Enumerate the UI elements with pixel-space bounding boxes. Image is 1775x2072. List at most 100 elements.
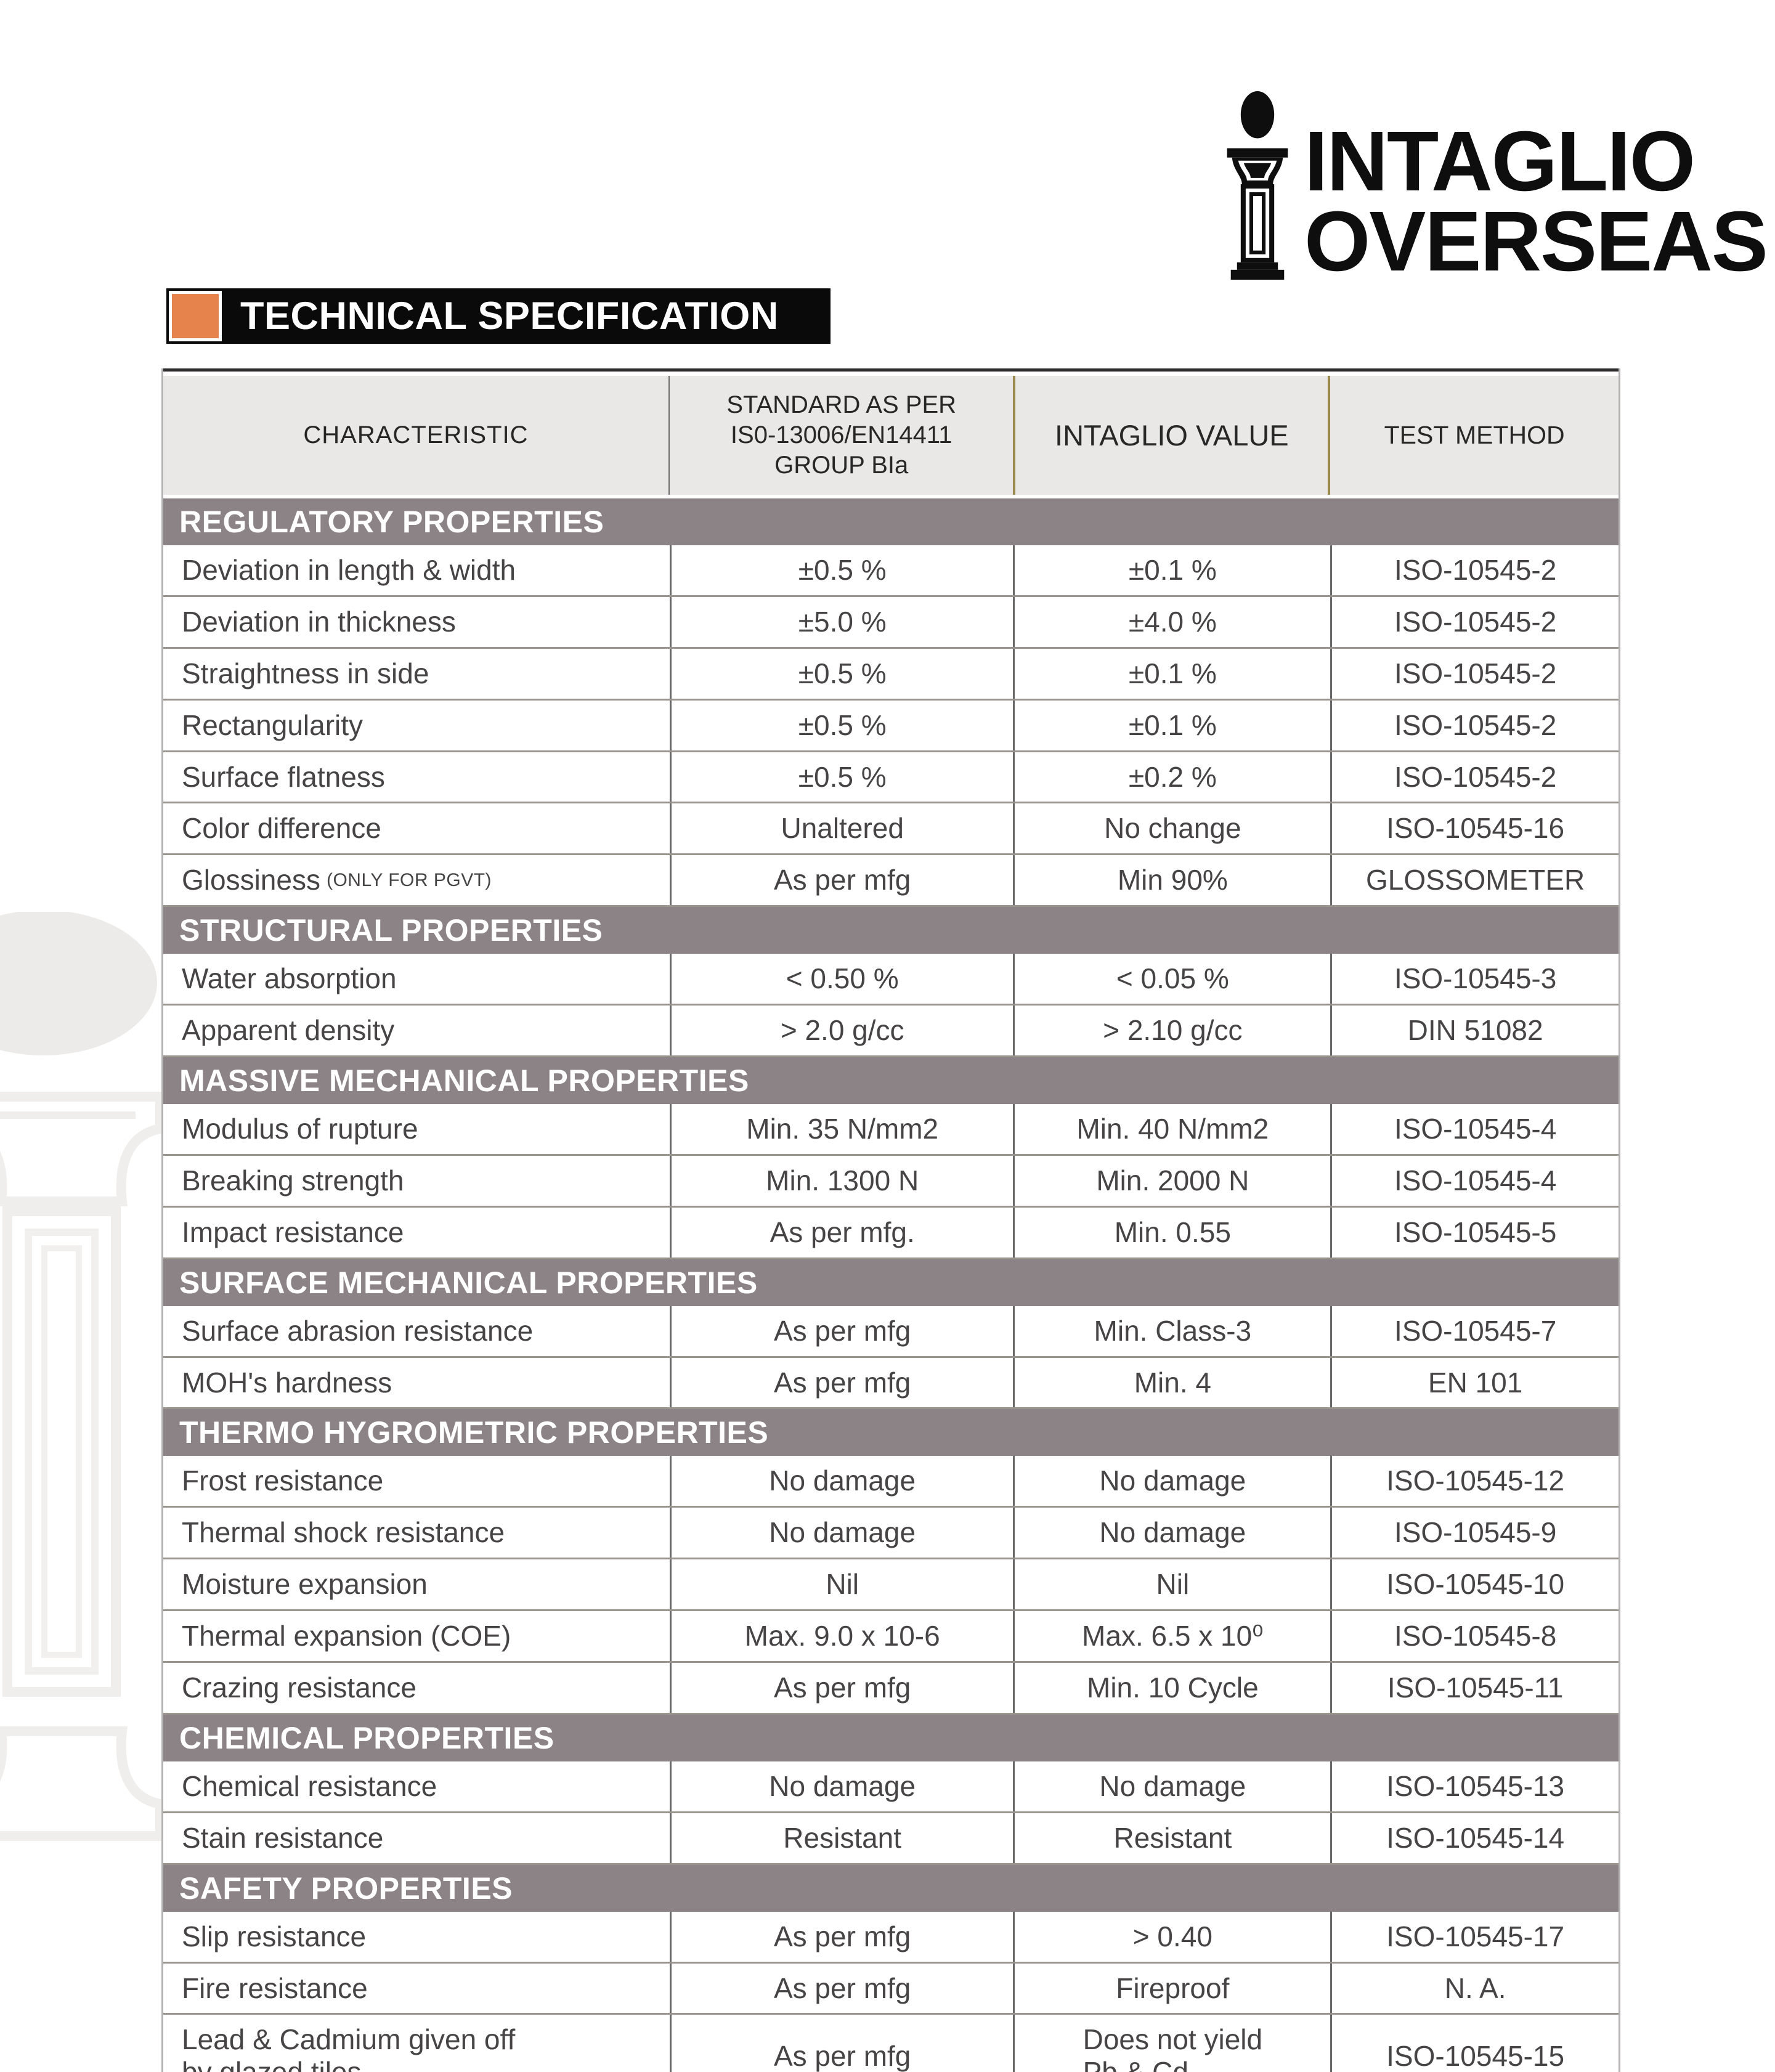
brand-name-line1: INTAGLIO <box>1304 114 1696 209</box>
col-header-characteristic: CHARACTERISTIC <box>163 376 670 495</box>
cell-intaglio-value: > 2.10 g/cc <box>1013 1006 1330 1056</box>
cell-test-method: ISO-10545-2 <box>1330 648 1619 699</box>
table-row: Thermal expansion (COE) Max. 9.0 x 10-6 … <box>163 1611 1619 1664</box>
cell-test-method: ISO-10545-2 <box>1330 700 1619 750</box>
cell-intaglio-value: Min. 40 N/mm2 <box>1013 1104 1330 1154</box>
cell-characteristic: Surface abrasion resistance <box>182 1314 534 1347</box>
col-header-standard-line3: GROUP BIa <box>774 451 909 479</box>
table-row: Frost resistance No damage No damage ISO… <box>163 1456 1619 1508</box>
cell-intaglio-value: Min 90% <box>1013 855 1330 906</box>
cell-standard: ±0.5 % <box>669 700 1013 750</box>
table-row: Chemical resistance No damage No damage … <box>163 1761 1619 1813</box>
table-row: Water absorption < 0.50 % < 0.05 % ISO-1… <box>163 954 1619 1006</box>
section-header-label: MASSIVE MECHANICAL PROPERTIES <box>179 1063 749 1099</box>
table-header-row: CHARACTERISTIC STANDARD AS PER IS0-13006… <box>163 368 1619 495</box>
cell-intaglio-value: Nil <box>1013 1559 1330 1610</box>
cell-standard: Unaltered <box>669 803 1013 854</box>
cell-standard: ±5.0 % <box>669 596 1013 647</box>
cell-intaglio-value: ±0.2 % <box>1013 752 1330 802</box>
table-row: Lead & Cadmium given off by glazed tiles… <box>163 2015 1619 2072</box>
cell-standard: As per mfg. <box>669 1207 1013 1257</box>
section-header-label: SAFETY PROPERTIES <box>179 1871 513 1906</box>
cell-standard: Max. 9.0 x 10-6 <box>669 1611 1013 1662</box>
cell-characteristic: Surface flatness <box>182 760 385 793</box>
cell-characteristic: Impact resistance <box>182 1216 404 1248</box>
table-row: Fire resistance As per mfg Fireproof N. … <box>163 1963 1619 2015</box>
cell-characteristic: Color difference <box>182 812 381 845</box>
section-header-label: STRUCTURAL PROPERTIES <box>179 913 603 948</box>
table-body: REGULATORY PROPERTIES Deviation in lengt… <box>163 498 1619 2072</box>
table-row: MOH's hardness As per mfg Min. 4 EN 101 <box>163 1357 1619 1410</box>
section-title-bar: TECHNICAL SPECIFICATION <box>166 288 831 344</box>
cell-intaglio-value: Min. 10 Cycle <box>1013 1663 1330 1713</box>
table-row: Slip resistance As per mfg > 0.40 ISO-10… <box>163 1911 1619 1964</box>
cell-test-method: ISO-10545-4 <box>1330 1155 1619 1206</box>
table-row: Apparent density > 2.0 g/cc > 2.10 g/cc … <box>163 1006 1619 1058</box>
cell-standard: Min. 35 N/mm2 <box>669 1104 1013 1154</box>
cell-intaglio-value: < 0.05 % <box>1013 954 1330 1004</box>
cell-intaglio-value: Max. 6.5 x 10⁰ <box>1013 1611 1330 1662</box>
cell-standard: As per mfg <box>669 1963 1013 2013</box>
cell-intaglio-value: No damage <box>1013 1761 1330 1811</box>
cell-standard: Nil <box>669 1559 1013 1610</box>
cell-characteristic: Water absorption <box>182 962 397 995</box>
cell-characteristic: Moisture expansion <box>182 1568 428 1601</box>
table-row: Modulus of rupture Min. 35 N/mm2 Min. 40… <box>163 1104 1619 1156</box>
cell-standard: ±0.5 % <box>669 752 1013 802</box>
cell-characteristic: Thermal expansion (COE) <box>182 1620 511 1652</box>
cell-standard: ±0.5 % <box>669 545 1013 595</box>
section-header: MASSIVE MECHANICAL PROPERTIES <box>163 1057 1619 1105</box>
table-row: Glossiness (ONLY FOR PGVT) As per mfg Min… <box>163 855 1619 908</box>
cell-test-method: ISO-10545-10 <box>1330 1559 1619 1610</box>
section-header: SAFETY PROPERTIES <box>163 1864 1619 1912</box>
table-row: Surface abrasion resistance As per mfg M… <box>163 1306 1619 1358</box>
cell-characteristic: Deviation in length & width <box>182 554 516 586</box>
col-header-standard: STANDARD AS PER IS0-13006/EN14411 GROUP … <box>669 376 1013 495</box>
cell-characteristic: Frost resistance <box>182 1465 384 1497</box>
section-header: CHEMICAL PROPERTIES <box>163 1714 1619 1761</box>
cell-standard: ±0.5 % <box>669 648 1013 699</box>
cell-standard: > 2.0 g/cc <box>669 1006 1013 1056</box>
cell-characteristic: Breaking strength <box>182 1164 404 1196</box>
table-row: Breaking strength Min. 1300 N Min. 2000 … <box>163 1155 1619 1208</box>
table-row: Stain resistance Resistant Resistant ISO… <box>163 1813 1619 1865</box>
col-header-standard-line1: STANDARD AS PER <box>726 391 957 419</box>
table-row: Moisture expansion Nil Nil ISO-10545-10 <box>163 1559 1619 1612</box>
cell-test-method: ISO-10545-9 <box>1330 1508 1619 1558</box>
brand-name-line2: OVERSEAS <box>1304 193 1768 289</box>
cell-standard: As per mfg <box>669 855 1013 906</box>
watermark-pillar-icon <box>0 912 165 1841</box>
cell-test-method: ISO-10545-5 <box>1330 1207 1619 1257</box>
cell-intaglio-value: ±4.0 % <box>1013 596 1330 647</box>
cell-characteristic: Fire resistance <box>182 1972 368 2004</box>
cell-intaglio-value: Fireproof <box>1013 1963 1330 2013</box>
cell-characteristic: Deviation in thickness <box>182 605 456 638</box>
cell-test-method: N. A. <box>1330 1963 1619 2013</box>
cell-test-method: ISO-10545-7 <box>1330 1306 1619 1356</box>
cell-test-method: GLOSSOMETER <box>1330 855 1619 906</box>
table-row: Deviation in length & width ±0.5 % ±0.1 … <box>163 545 1619 597</box>
cell-test-method: ISO-10545-11 <box>1330 1663 1619 1713</box>
cell-standard: No damage <box>669 1508 1013 1558</box>
cell-intaglio-value: Resistant <box>1013 1813 1330 1863</box>
cell-test-method: ISO-10545-14 <box>1330 1813 1619 1863</box>
cell-characteristic: Thermal shock resistance <box>182 1516 505 1549</box>
cell-test-method: DIN 51082 <box>1330 1006 1619 1056</box>
cell-characteristic: Lead & Cadmium given off by glazed tiles <box>182 2023 516 2072</box>
brand-logo: INTAGLIO OVERSEAS <box>1223 91 1768 289</box>
cell-characteristic: Chemical resistance <box>182 1769 437 1802</box>
col-header-intaglio-value: INTAGLIO VALUE <box>1013 376 1331 495</box>
table-row: Crazing resistance As per mfg Min. 10 Cy… <box>163 1663 1619 1715</box>
cell-characteristic: MOH's hardness <box>182 1366 392 1399</box>
cell-standard: Min. 1300 N <box>669 1155 1013 1206</box>
cell-intaglio-value: No damage <box>1013 1508 1330 1558</box>
table-row: Thermal shock resistance No damage No da… <box>163 1508 1619 1560</box>
page-title: TECHNICAL SPECIFICATION <box>240 295 779 338</box>
cell-test-method: ISO-10545-2 <box>1330 545 1619 595</box>
cell-characteristic: Straightness in side <box>182 657 429 689</box>
cell-intaglio-value: Min. 4 <box>1013 1357 1330 1408</box>
cell-intaglio-value: > 0.40 <box>1013 1911 1330 1962</box>
cell-characteristic: Apparent density <box>182 1014 395 1047</box>
cell-test-method: ISO-10545-4 <box>1330 1104 1619 1154</box>
